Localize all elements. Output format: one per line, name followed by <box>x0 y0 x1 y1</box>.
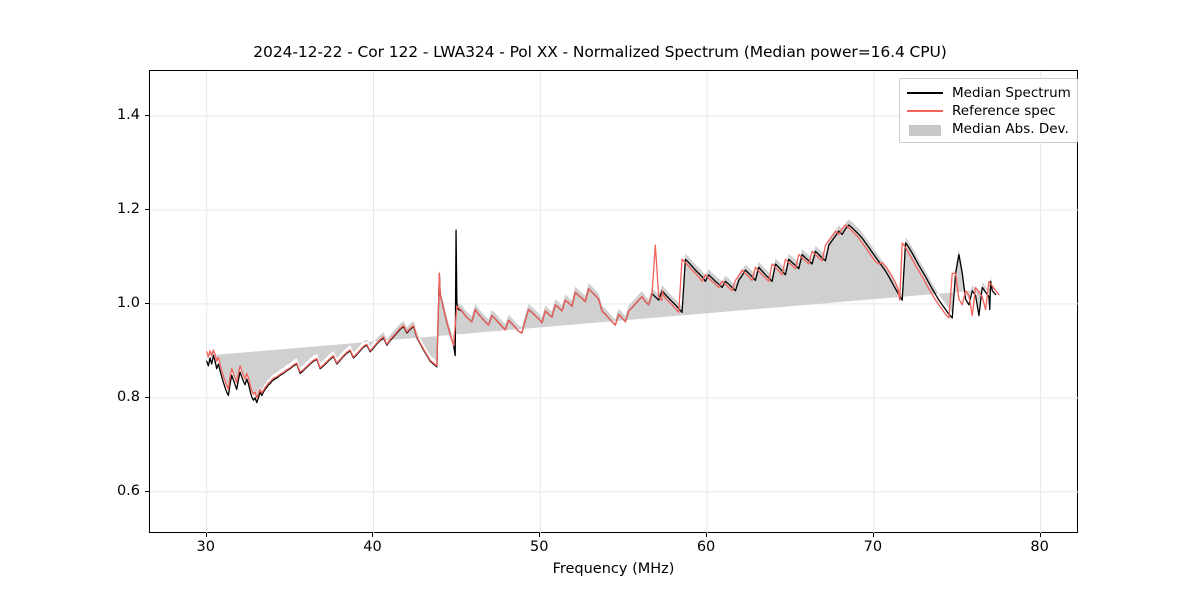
y-tick-label: 1.0 <box>116 294 140 311</box>
legend-swatch-median-spectrum <box>907 86 943 100</box>
legend-swatch-median-abs-dev <box>907 122 943 136</box>
legend-label-median-abs-dev: Median Abs. Dev. <box>952 121 1069 137</box>
y-tick-label: 0.8 <box>116 388 140 405</box>
legend-swatch-reference-spec <box>907 104 943 118</box>
x-tick-label: 60 <box>696 539 716 555</box>
x-tick-label: 80 <box>1030 539 1049 555</box>
series-lines <box>206 224 1000 404</box>
plot-svg <box>150 71 1079 534</box>
legend-item: Reference spec <box>907 102 1070 120</box>
x-tick-label: 50 <box>530 539 549 555</box>
x-axis-label: Frequency (MHz) <box>552 561 675 577</box>
legend-item: Median Abs. Dev. <box>907 120 1070 138</box>
grid-lines <box>150 71 1079 534</box>
x-tick-label: 30 <box>196 539 215 555</box>
chart-title: 2024-12-22 - Cor 122 - LWA324 - Pol XX -… <box>253 43 947 61</box>
y-tick-label: 1.2 <box>116 200 140 217</box>
legend-label-median-spectrum: Median Spectrum <box>952 85 1071 101</box>
y-tick-label: 0.6 <box>116 482 140 499</box>
legend-item: Median Spectrum <box>907 84 1071 102</box>
plot-area <box>149 70 1079 534</box>
legend-label-reference-spec: Reference spec <box>952 103 1056 119</box>
x-tick-label: 70 <box>863 539 883 555</box>
legend: Median Spectrum Reference spec Median Ab… <box>899 78 1078 143</box>
y-axis-label: Normalized Power <box>0 201 1 401</box>
y-tick-label: 1.4 <box>116 107 140 124</box>
x-tick-label: 40 <box>363 539 382 555</box>
